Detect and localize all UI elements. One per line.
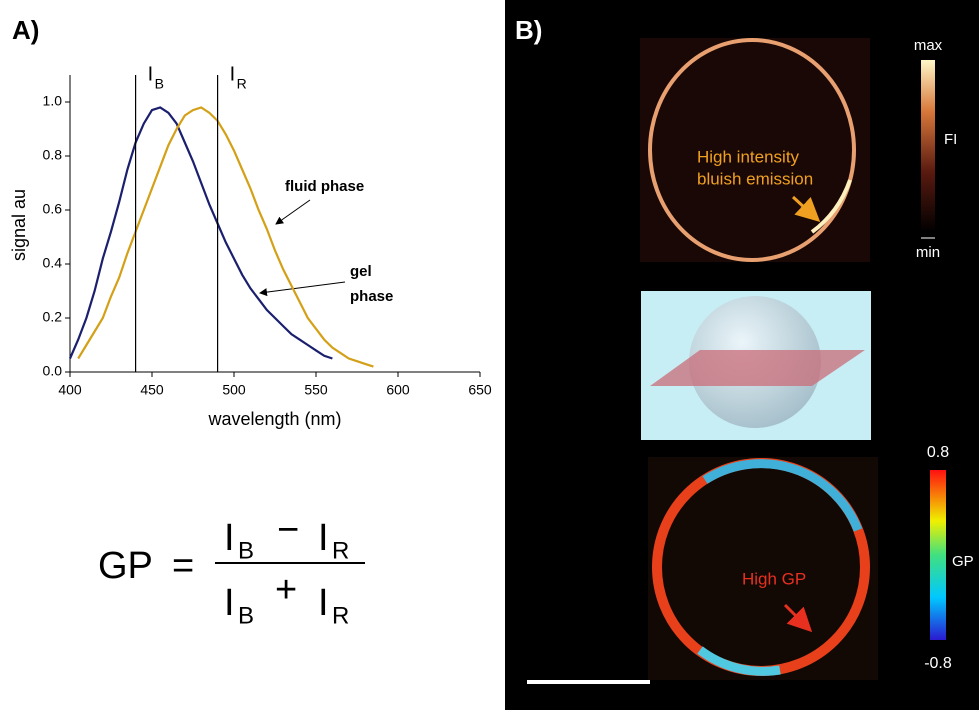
- marker-label: I: [148, 63, 154, 85]
- colorbar-label: GP: [952, 553, 974, 570]
- equation-text: −: [277, 509, 299, 551]
- marker-label: I: [230, 63, 236, 85]
- x-tick-label: 450: [140, 382, 164, 398]
- equation-text: I: [224, 517, 235, 559]
- plane: [650, 350, 865, 386]
- y-tick-label: 0.8: [43, 147, 63, 163]
- equation-text: I: [224, 582, 235, 624]
- x-axis-label: wavelength (nm): [207, 409, 341, 429]
- colorbar-label: -0.8: [924, 655, 952, 672]
- series-line: [68, 106, 333, 360]
- vesicle-bright: [810, 179, 852, 234]
- panel-label: A): [12, 15, 39, 45]
- equation-text: GP: [98, 545, 153, 587]
- vesicle-ring-segment: [702, 459, 863, 532]
- x-tick-label: 500: [222, 382, 246, 398]
- colorbar: [921, 60, 935, 232]
- y-tick-label: 1.0: [43, 93, 63, 109]
- marker-label-sub: B: [155, 76, 164, 92]
- arrow: [259, 281, 346, 297]
- y-tick-label: 0.0: [43, 363, 63, 379]
- colorbar-label: 0.8: [927, 444, 949, 461]
- x-tick-label: 650: [468, 382, 492, 398]
- equation-text: =: [172, 545, 194, 587]
- x-tick-label: 600: [386, 382, 410, 398]
- x-tick-label: 550: [304, 382, 328, 398]
- vesicle-ring-segment: [697, 646, 781, 676]
- equation: GP = I B − I R I B + I R: [98, 509, 365, 629]
- y-tick-label: 0.6: [43, 201, 63, 217]
- x-tick-label: 400: [58, 382, 82, 398]
- y-tick-label: 0.2: [43, 309, 63, 325]
- colorbar-label: max: [914, 37, 943, 54]
- equation-text: I: [318, 582, 329, 624]
- equation-text: +: [275, 569, 297, 611]
- arrow: [791, 195, 821, 223]
- panel-label: B): [515, 15, 542, 45]
- colorbar-label: min: [916, 244, 940, 261]
- colorbar: [930, 470, 946, 640]
- equation-text: B: [238, 602, 254, 629]
- equation-text: R: [332, 602, 349, 629]
- equation-text: B: [238, 537, 254, 564]
- arrow: [275, 199, 311, 225]
- annotation: High GP: [742, 569, 806, 588]
- annotation: bluish emission: [697, 169, 813, 188]
- annotation: High intensity: [697, 147, 800, 166]
- series-line: [77, 106, 374, 368]
- y-tick-label: 0.4: [43, 255, 63, 271]
- marker-label-sub: R: [237, 76, 247, 92]
- vesicle-ring: [648, 38, 856, 262]
- annotation: phase: [350, 288, 393, 305]
- colorbar-label: FI: [944, 131, 957, 148]
- equation-text: I: [318, 517, 329, 559]
- panel-b: B) High intensity bluish emission max FI…: [505, 0, 979, 710]
- annotation: gel: [350, 263, 372, 280]
- arrow: [783, 603, 813, 633]
- y-axis-label: signal au: [9, 189, 29, 261]
- panel-a: A) wavelength (nm) signal au fluid phase…: [9, 15, 492, 429]
- equation-text: R: [332, 537, 349, 564]
- annotation: fluid phase: [285, 178, 364, 195]
